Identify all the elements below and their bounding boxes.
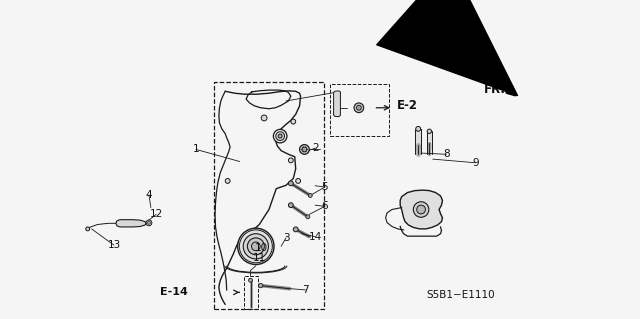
- Circle shape: [296, 179, 301, 183]
- Circle shape: [291, 119, 296, 124]
- Circle shape: [303, 151, 304, 152]
- Circle shape: [308, 194, 312, 197]
- Circle shape: [225, 179, 230, 183]
- Circle shape: [427, 129, 431, 133]
- Circle shape: [278, 134, 282, 138]
- Circle shape: [306, 215, 310, 219]
- Circle shape: [354, 103, 364, 113]
- Circle shape: [417, 205, 426, 214]
- Text: 10: 10: [255, 242, 268, 253]
- Bar: [330, 84, 389, 136]
- Text: 7: 7: [302, 285, 308, 295]
- Circle shape: [293, 227, 298, 232]
- Text: 12: 12: [150, 209, 163, 219]
- Circle shape: [301, 149, 303, 150]
- Text: 4: 4: [146, 190, 152, 200]
- Circle shape: [302, 147, 307, 152]
- Text: 2: 2: [312, 143, 319, 153]
- Text: 5: 5: [321, 182, 328, 192]
- Circle shape: [252, 242, 260, 251]
- Circle shape: [289, 158, 293, 163]
- Circle shape: [248, 238, 264, 255]
- Text: 3: 3: [283, 233, 289, 243]
- Circle shape: [305, 151, 306, 152]
- Text: FR.: FR.: [484, 83, 506, 96]
- Text: 14: 14: [308, 232, 322, 241]
- Text: 9: 9: [472, 158, 479, 168]
- Circle shape: [237, 228, 274, 264]
- Text: 13: 13: [108, 240, 120, 250]
- Circle shape: [413, 202, 429, 217]
- Bar: [214, 82, 324, 309]
- Circle shape: [147, 221, 150, 224]
- Circle shape: [289, 203, 293, 208]
- Text: E-14: E-14: [160, 287, 188, 297]
- Circle shape: [276, 132, 285, 140]
- Text: 11: 11: [253, 253, 266, 263]
- Text: E-2: E-2: [397, 99, 418, 112]
- Circle shape: [243, 234, 268, 259]
- Circle shape: [86, 227, 90, 231]
- Circle shape: [303, 147, 304, 148]
- Text: 6: 6: [321, 201, 328, 211]
- Circle shape: [289, 181, 293, 186]
- Polygon shape: [116, 220, 146, 227]
- Text: 1: 1: [193, 145, 200, 154]
- Circle shape: [261, 115, 267, 121]
- Circle shape: [300, 145, 309, 154]
- Circle shape: [248, 278, 252, 282]
- Circle shape: [259, 283, 263, 288]
- Text: S5B1−E1110: S5B1−E1110: [427, 290, 495, 300]
- Polygon shape: [400, 190, 442, 229]
- Circle shape: [356, 105, 362, 110]
- Bar: [244, 276, 258, 309]
- Polygon shape: [333, 91, 340, 117]
- Circle shape: [305, 147, 306, 148]
- Text: 8: 8: [443, 149, 450, 159]
- Circle shape: [273, 129, 287, 143]
- Circle shape: [416, 126, 420, 131]
